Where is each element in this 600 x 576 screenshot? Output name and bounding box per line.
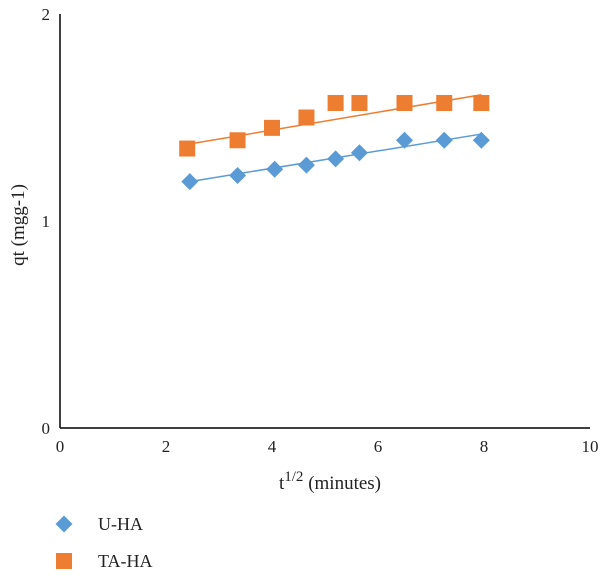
x-axis-title-rest: (minutes) [303,473,381,494]
legend-marker-u-ha [55,515,73,533]
series-u-ha [181,131,490,191]
legend-marker-ta-ha [56,553,72,569]
data-point-ta-ha [351,95,368,112]
data-point-u-ha [327,150,345,168]
y-axis-title: qt (mgg-1) [8,184,29,266]
data-point-u-ha [181,173,199,191]
legend-label-u-ha: U-HA [98,514,143,534]
data-point-u-ha [266,160,284,178]
x-tick-labels: 0 2 4 6 8 10 [56,437,599,456]
data-point-ta-ha [396,95,413,112]
legend-item-u-ha: U-HA [55,514,143,534]
x-tick-label: 2 [162,437,171,456]
data-point-ta-ha [298,109,315,126]
y-tick-label: 2 [42,5,51,24]
x-axis-title-superscript: 1/2 [284,469,303,485]
data-point-ta-ha [436,95,453,112]
data-point-ta-ha [327,95,344,112]
data-point-u-ha [435,131,453,149]
x-tick-label: 4 [268,437,277,456]
y-tick-labels: 0 1 2 [42,5,51,438]
series-layer [179,93,490,191]
x-tick-label: 8 [480,437,489,456]
data-point-u-ha [472,131,490,149]
x-tick-label: 0 [56,437,65,456]
y-tick-label: 1 [42,212,51,231]
data-point-ta-ha [179,140,196,157]
data-point-u-ha [229,166,247,184]
data-point-ta-ha [473,95,490,112]
data-point-u-ha [396,131,413,149]
chart-axes [59,14,590,429]
data-point-ta-ha [264,119,280,136]
legend-label-ta-ha: TA-HA [98,551,153,571]
x-tick-label: 10 [582,437,599,456]
x-axis-title-base: t [279,473,285,494]
series-ta-ha [179,93,490,157]
legend-item-ta-ha: TA-HA [56,551,153,571]
x-tick-label: 6 [374,437,383,456]
data-point-u-ha [350,144,368,162]
x-axis-title: t1/2 (minutes) [279,469,381,494]
legend: U-HA TA-HA [55,514,153,571]
data-point-ta-ha [229,132,246,149]
y-tick-label: 0 [42,419,51,438]
data-point-u-ha [297,156,315,174]
